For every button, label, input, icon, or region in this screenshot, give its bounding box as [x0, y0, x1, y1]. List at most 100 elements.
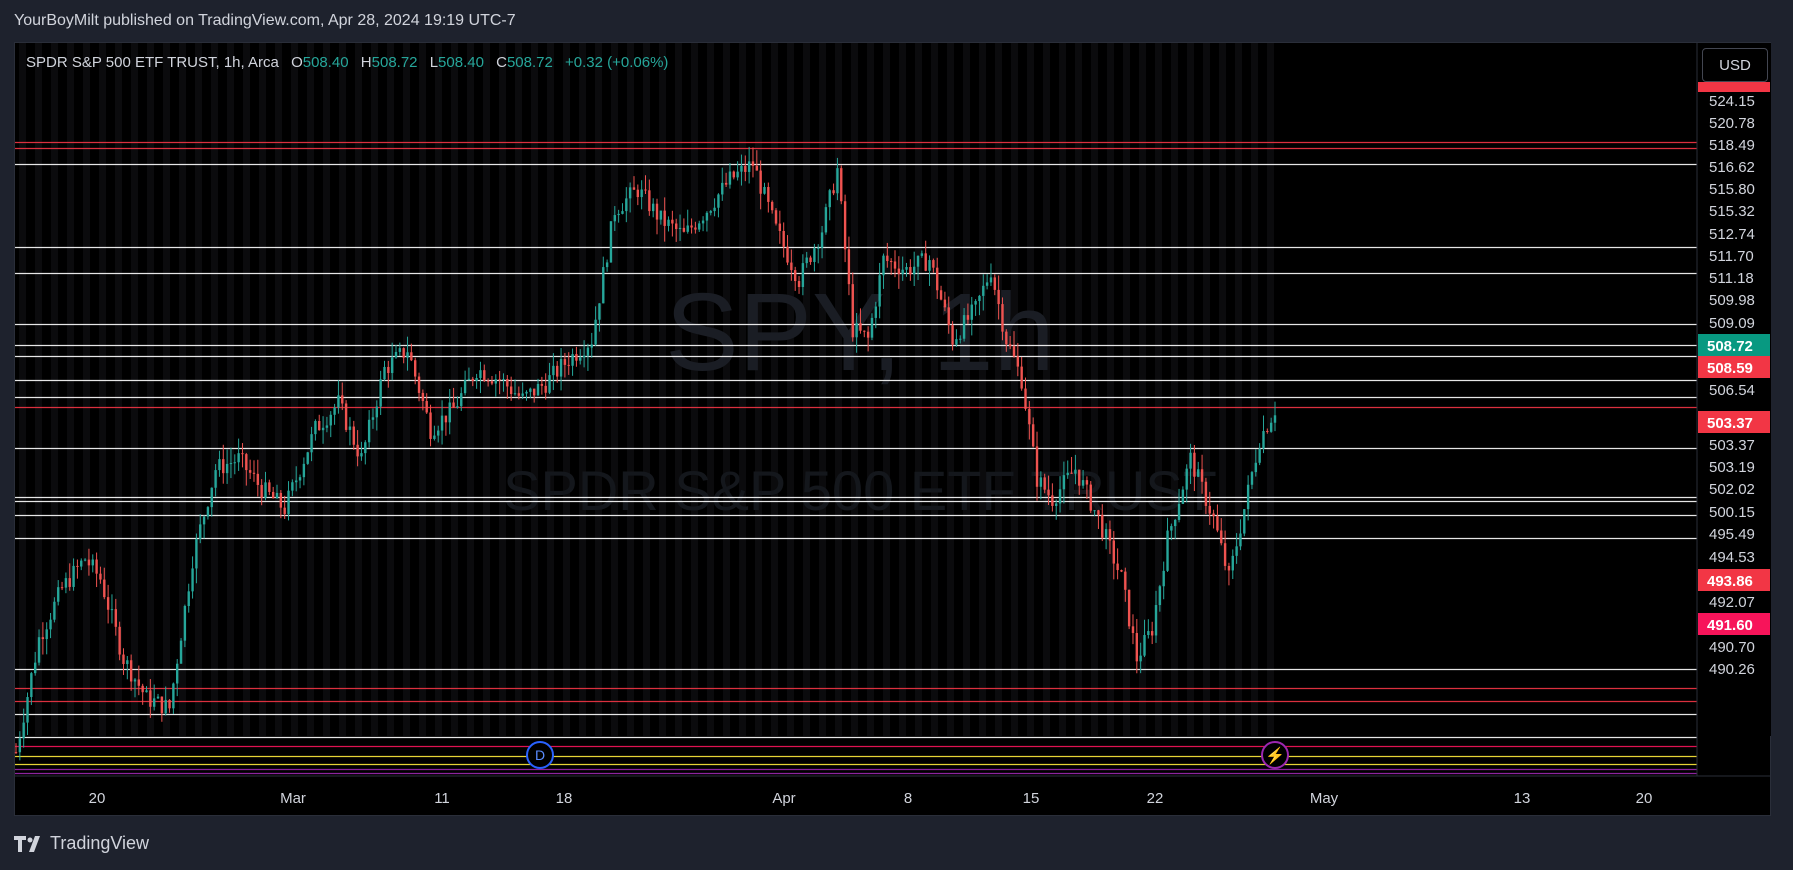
candle-body[interactable] — [106, 597, 110, 610]
candle-body[interactable] — [271, 491, 275, 499]
candle-body[interactable] — [548, 375, 551, 393]
candle-body[interactable] — [87, 559, 91, 566]
candle-body[interactable] — [333, 407, 336, 415]
candle-body[interactable] — [456, 406, 459, 408]
candle-body[interactable] — [989, 277, 993, 283]
candle-body[interactable] — [552, 365, 555, 376]
candle-body[interactable] — [778, 223, 782, 231]
candle-body[interactable] — [882, 255, 885, 276]
currency-button[interactable]: USD — [1702, 48, 1768, 82]
candle-body[interactable] — [536, 383, 540, 396]
candle-body[interactable] — [686, 225, 689, 232]
candle-body[interactable] — [836, 168, 839, 194]
candle-body[interactable] — [805, 257, 808, 264]
candle-body[interactable] — [1208, 505, 1211, 514]
candle-body[interactable] — [394, 351, 398, 358]
candle-body[interactable] — [889, 261, 893, 263]
candle-body[interactable] — [513, 393, 517, 395]
candle-body[interactable] — [283, 507, 286, 515]
candle-body[interactable] — [417, 376, 421, 393]
candle-body[interactable] — [790, 262, 793, 271]
candle-body[interactable] — [678, 227, 682, 229]
candle-body[interactable] — [145, 690, 148, 693]
candle-body[interactable] — [636, 189, 640, 198]
candle-body[interactable] — [1035, 446, 1039, 487]
candle-body[interactable] — [164, 699, 167, 714]
candle-body[interactable] — [1258, 448, 1261, 463]
candle-body[interactable] — [1024, 388, 1027, 409]
candle-body[interactable] — [49, 619, 52, 630]
candle-body[interactable] — [279, 492, 283, 508]
candle-body[interactable] — [360, 453, 363, 457]
candle-body[interactable] — [429, 412, 432, 439]
candle-body[interactable] — [1043, 477, 1046, 490]
candle-body[interactable] — [437, 430, 440, 436]
price-tag[interactable] — [1698, 411, 1770, 433]
candle-body[interactable] — [732, 171, 735, 178]
candle-body[interactable] — [632, 187, 636, 190]
candle-body[interactable] — [460, 393, 463, 407]
candle-body[interactable] — [985, 282, 989, 286]
candle-body[interactable] — [1239, 533, 1242, 547]
candle-body[interactable] — [851, 284, 854, 338]
candle-body[interactable] — [57, 587, 60, 602]
candle-body[interactable] — [540, 383, 544, 386]
candle-body[interactable] — [1012, 346, 1016, 357]
candle-body[interactable] — [245, 454, 248, 471]
candle-body[interactable] — [1197, 469, 1200, 477]
candle-body[interactable] — [1074, 469, 1077, 474]
candle-body[interactable] — [755, 165, 759, 171]
candle-body[interactable] — [770, 201, 774, 211]
candle-body[interactable] — [694, 227, 697, 230]
candle-body[interactable] — [1147, 631, 1150, 636]
candle-body[interactable] — [168, 699, 171, 709]
candle-body[interactable] — [579, 357, 582, 361]
candle-body[interactable] — [532, 388, 536, 396]
candle-body[interactable] — [176, 663, 179, 684]
candle-body[interactable] — [99, 573, 102, 580]
candle-body[interactable] — [60, 587, 64, 589]
candle-body[interactable] — [1101, 514, 1104, 538]
candle-body[interactable] — [1174, 519, 1177, 527]
candle-body[interactable] — [1181, 489, 1185, 504]
candle-body[interactable] — [747, 161, 751, 172]
candle-body[interactable] — [621, 211, 624, 214]
candle-body[interactable] — [291, 482, 294, 491]
candle-body[interactable] — [268, 482, 271, 492]
candle-body[interactable] — [202, 516, 206, 525]
candle-body[interactable] — [379, 379, 382, 407]
candle-body[interactable] — [713, 207, 716, 212]
candle-body[interactable] — [352, 426, 355, 445]
candle-body[interactable] — [521, 393, 524, 396]
candle-body[interactable] — [1177, 503, 1181, 520]
price-tag[interactable] — [1698, 613, 1770, 635]
candle-body[interactable] — [483, 370, 486, 381]
candle-body[interactable] — [625, 198, 628, 212]
candle-body[interactable] — [448, 402, 451, 423]
candle-body[interactable] — [387, 366, 390, 373]
candle-body[interactable] — [410, 352, 413, 361]
candle-body[interactable] — [955, 339, 958, 345]
candle-body[interactable] — [993, 277, 996, 290]
candle-body[interactable] — [928, 260, 931, 271]
candle-body[interactable] — [122, 654, 125, 665]
legend-symbol[interactable]: SPDR S&P 500 ETF TRUST, 1h, Arca — [26, 54, 279, 71]
candle-body[interactable] — [191, 568, 194, 592]
candle-body[interactable] — [924, 253, 927, 271]
candle-body[interactable] — [974, 301, 977, 305]
candle-body[interactable] — [870, 317, 874, 338]
candle-body[interactable] — [675, 223, 678, 229]
candle-body[interactable] — [916, 255, 920, 267]
candle-body[interactable] — [344, 403, 348, 430]
candle-body[interactable] — [225, 463, 229, 474]
candle-body[interactable] — [14, 752, 18, 754]
candle-body[interactable] — [64, 578, 68, 588]
candle-body[interactable] — [982, 285, 985, 296]
candle-body[interactable] — [137, 679, 141, 686]
candle-body[interactable] — [371, 417, 375, 420]
candle-body[interactable] — [421, 392, 425, 402]
candle-body[interactable] — [30, 673, 33, 698]
candle-body[interactable] — [529, 388, 532, 392]
candle-body[interactable] — [563, 359, 567, 365]
